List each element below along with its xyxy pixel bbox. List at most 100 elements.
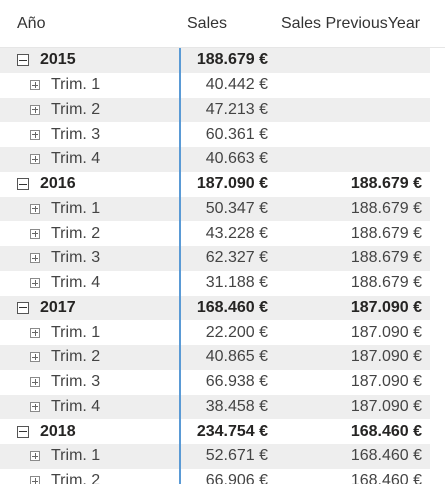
sales-previous-year-cell: 188.679 € xyxy=(350,274,422,292)
expand-icon[interactable] xyxy=(30,451,40,462)
row-header: Trim. 2 xyxy=(30,469,100,484)
expand-icon[interactable] xyxy=(30,278,40,289)
sales-previous-year-cell xyxy=(280,122,422,147)
sales-previous-year-cell: 188.679 € xyxy=(350,224,422,242)
sales-cell: 66.906 € xyxy=(205,472,268,484)
quarter-row[interactable]: Trim. 2 43.228 € 188.679 € xyxy=(0,221,430,246)
row-label: Trim. 1 xyxy=(51,447,101,465)
row-header: Trim. 1 xyxy=(30,444,100,469)
sales-cell: 38.458 € xyxy=(205,397,268,415)
sales-previous-year-cell: 187.090 € xyxy=(350,373,422,391)
row-header: Trim. 4 xyxy=(30,147,100,172)
row-header: Trim. 1 xyxy=(30,197,100,222)
collapse-icon[interactable] xyxy=(17,178,29,191)
sales-cell: 40.865 € xyxy=(205,348,268,366)
quarter-row[interactable]: Trim. 3 66.938 € 187.090 € xyxy=(0,370,430,395)
collapse-icon[interactable] xyxy=(17,54,29,67)
sales-previous-year-cell: 168.460 € xyxy=(350,472,422,484)
quarter-row[interactable]: Trim. 1 22.200 € 187.090 € xyxy=(0,320,430,345)
sales-cell: 50.347 € xyxy=(205,199,268,217)
column-header-sales[interactable]: Sales xyxy=(187,15,228,32)
sales-cell: 31.188 € xyxy=(205,274,268,292)
quarter-row[interactable]: Trim. 4 31.188 € 188.679 € xyxy=(0,271,430,296)
expand-icon[interactable] xyxy=(30,80,40,91)
row-header: 2015 xyxy=(17,48,76,73)
sales-cell: 40.663 € xyxy=(205,150,268,168)
quarter-row[interactable]: Trim. 2 40.865 € 187.090 € xyxy=(0,345,430,370)
sales-previous-year-cell: 188.679 € xyxy=(350,249,422,267)
row-header: Trim. 4 xyxy=(30,395,100,420)
expand-icon[interactable] xyxy=(30,228,40,239)
collapse-icon[interactable] xyxy=(17,301,29,314)
row-header: Trim. 1 xyxy=(30,320,100,345)
expand-icon[interactable] xyxy=(30,352,40,363)
quarter-row[interactable]: Trim. 2 66.906 € 168.460 € xyxy=(0,469,430,484)
matrix-rows: 2015 188.679 € Trim. 1 40.442 € Trim. 2 47.21… xyxy=(0,48,430,484)
row-label: Trim. 1 xyxy=(51,323,101,341)
expand-icon[interactable] xyxy=(30,104,40,115)
sales-cell: 60.361 € xyxy=(205,125,268,143)
sales-previous-year-cell: 187.090 € xyxy=(350,397,422,415)
column-header-year[interactable]: Año xyxy=(17,15,46,32)
expand-icon[interactable] xyxy=(30,154,40,165)
expand-icon[interactable] xyxy=(30,476,40,484)
row-label: 2017 xyxy=(40,298,76,316)
sales-cell: 66.938 € xyxy=(205,373,268,391)
matrix-header: Año Sales Sales PreviousYear xyxy=(0,0,445,48)
row-label: Trim. 3 xyxy=(51,125,101,143)
sales-previous-year-cell: 187.090 € xyxy=(350,298,422,316)
quarter-row[interactable]: Trim. 1 40.442 € xyxy=(0,73,430,98)
sales-cell: 43.228 € xyxy=(205,224,268,242)
row-label: Trim. 4 xyxy=(51,397,101,415)
quarter-row[interactable]: Trim. 3 62.327 € 188.679 € xyxy=(0,246,430,271)
row-header: Trim. 3 xyxy=(30,122,100,147)
sales-previous-year-cell: 187.090 € xyxy=(350,348,422,366)
sales-previous-year-cell: 168.460 € xyxy=(350,447,422,465)
column-header-sales-previous-year[interactable]: Sales PreviousYear xyxy=(281,15,421,32)
quarter-row[interactable]: Trim. 4 38.458 € 187.090 € xyxy=(0,394,430,420)
sales-previous-year-cell: 188.679 € xyxy=(350,175,422,193)
expand-icon[interactable] xyxy=(30,203,40,214)
row-label: Trim. 2 xyxy=(51,224,101,242)
sales-cell: 168.460 € xyxy=(196,298,268,316)
row-label: Trim. 2 xyxy=(51,100,101,118)
row-label: 2018 xyxy=(40,422,76,440)
expand-icon[interactable] xyxy=(30,377,40,388)
quarter-row[interactable]: Trim. 3 60.361 € xyxy=(0,122,430,147)
year-row[interactable]: 2016 187.090 € 188.679 € xyxy=(0,172,430,197)
expand-icon[interactable] xyxy=(30,129,40,140)
row-label: Trim. 1 xyxy=(51,199,101,217)
sales-previous-year-cell: 188.679 € xyxy=(350,199,422,217)
row-label: Trim. 2 xyxy=(51,472,101,484)
row-header: Trim. 4 xyxy=(30,271,100,296)
sales-previous-year-cell xyxy=(280,147,422,172)
row-header: Trim. 2 xyxy=(30,345,100,370)
expand-icon[interactable] xyxy=(30,253,40,264)
sales-cell: 22.200 € xyxy=(205,323,268,341)
row-label: Trim. 1 xyxy=(51,76,101,94)
year-row[interactable]: 2017 168.460 € 187.090 € xyxy=(0,295,430,321)
row-header: 2016 xyxy=(17,172,76,197)
sales-cell: 62.327 € xyxy=(205,249,268,267)
quarter-row[interactable]: Trim. 1 52.671 € 168.460 € xyxy=(0,444,430,469)
row-header: Trim. 2 xyxy=(30,98,100,123)
collapse-icon[interactable] xyxy=(17,425,29,438)
row-label: Trim. 3 xyxy=(51,249,101,267)
sales-cell: 188.679 € xyxy=(196,51,268,69)
year-row[interactable]: 2015 188.679 € xyxy=(0,48,430,73)
sales-cell: 40.442 € xyxy=(205,76,268,94)
row-label: Trim. 3 xyxy=(51,373,101,391)
quarter-row[interactable]: Trim. 4 40.663 € xyxy=(0,147,430,172)
sales-cell: 47.213 € xyxy=(205,100,268,118)
expand-icon[interactable] xyxy=(30,327,40,338)
year-row[interactable]: 2018 234.754 € 168.460 € xyxy=(0,419,430,444)
row-header: Trim. 3 xyxy=(30,246,100,271)
sales-previous-year-cell: 187.090 € xyxy=(350,323,422,341)
quarter-row[interactable]: Trim. 2 47.213 € xyxy=(0,97,430,123)
row-header: 2017 xyxy=(17,296,76,321)
sales-previous-year-cell xyxy=(280,48,422,73)
row-header: Trim. 3 xyxy=(30,370,100,395)
quarter-row[interactable]: Trim. 1 50.347 € 188.679 € xyxy=(0,196,430,222)
expand-icon[interactable] xyxy=(30,401,40,412)
row-label: Trim. 4 xyxy=(51,150,101,168)
